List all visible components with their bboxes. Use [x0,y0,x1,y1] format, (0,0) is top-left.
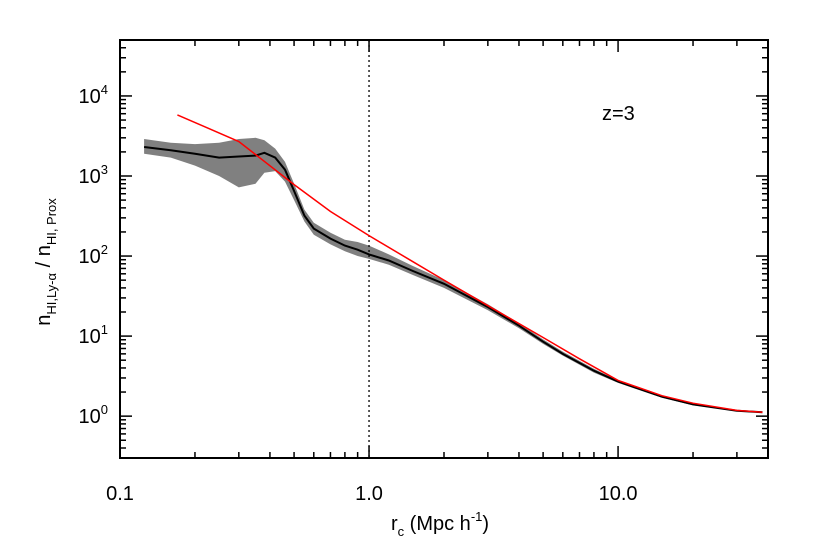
axes: 0.1 1.0 10.0 100 101 102 103 104 [79,39,769,505]
x-axis-label: rc (Mpc h-1) [391,509,489,539]
plot-area [143,40,763,458]
plot-frame [119,39,769,459]
y-tick-label: 104 [79,82,108,108]
redshift-annotation: z=3 [602,103,635,125]
x-tick-label: 10.0 [599,483,638,505]
scatter-band [144,137,763,413]
y-tick-label: 100 [79,402,108,428]
median-line [143,146,763,414]
x-tick-label: 1.0 [355,483,383,505]
y-tick-label: 103 [79,162,108,188]
fit-line [177,114,763,413]
x-tick-label: 0.1 [106,483,134,505]
y-tick-label: 101 [79,322,108,348]
y-tick-label: 102 [79,242,108,268]
y-axis-label: nHI,Ly-α / nHI, Prox [33,198,59,326]
